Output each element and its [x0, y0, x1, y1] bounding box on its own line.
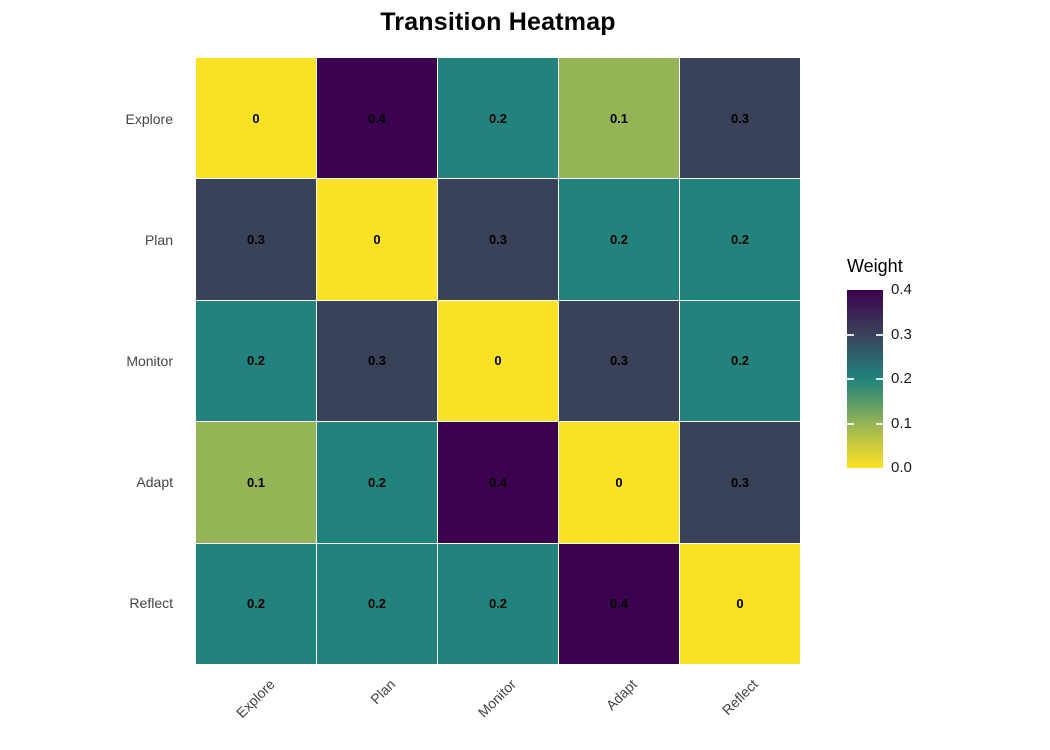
cell-value-label: 0.3 — [730, 110, 750, 126]
y-axis-label: Adapt — [136, 474, 173, 491]
heatmap-cell: 0.3 — [317, 300, 437, 422]
heatmap-cell: 0 — [680, 543, 800, 664]
heatmap-cell: 0.3 — [559, 300, 679, 422]
heatmap-cell: 0.2 — [559, 179, 679, 300]
x-axis-label: Explore — [232, 676, 278, 721]
cell-value-label: 0.2 — [246, 596, 266, 612]
x-axis-label: Adapt — [602, 676, 641, 714]
x-axis-label: Monitor — [474, 676, 520, 721]
legend-tick-label: 0.1 — [891, 414, 912, 432]
heatmap-cell: 0.4 — [438, 422, 558, 543]
cell-value-label: 0 — [373, 232, 381, 248]
x-axis-label: Reflect — [718, 676, 761, 719]
heatmap-cell: 0 — [317, 179, 437, 300]
cell-value-label: 0.3 — [488, 232, 508, 248]
cell-value-label: 0.2 — [730, 353, 750, 369]
heatmap-cell: 0.2 — [438, 543, 558, 664]
heatmap-cell: 0.2 — [196, 543, 316, 664]
chart-title: Transition Heatmap — [380, 8, 616, 36]
heatmap-cell: 0.1 — [559, 58, 679, 179]
cell-value-label: 0 — [736, 596, 744, 612]
legend-title: Weight — [847, 256, 903, 276]
x-axis-label: Plan — [367, 676, 399, 708]
heatmap-cell: 0.2 — [317, 422, 437, 543]
heatmap-cell: 0.2 — [438, 58, 558, 179]
heatmap-grid: 0 0.4 0.2 0.1 0.3 0.3 0 0.3 0.2 0.2 0.2 0.3 0 0.3 0.2 0… — [196, 58, 800, 664]
y-axis-label: Monitor — [126, 353, 173, 369]
cell-value-label: 0.2 — [367, 474, 387, 490]
cell-value-label: 0.1 — [246, 474, 266, 490]
cell-value-label: 0.1 — [609, 110, 629, 126]
cell-value-label: 0.2 — [730, 232, 750, 248]
heatmap-cell: 0.3 — [196, 179, 316, 300]
cell-value-label: 0.4 — [367, 110, 387, 126]
y-axis-label: Reflect — [129, 595, 173, 612]
heatmap-cell: 0.3 — [680, 422, 800, 543]
heatmap-cell: 0.2 — [680, 300, 800, 422]
cell-value-label: 0.3 — [609, 353, 629, 369]
heatmap-cell: 0.4 — [317, 58, 437, 179]
cell-value-label: 0.2 — [246, 353, 266, 369]
legend-tick-label: 0.4 — [891, 281, 912, 298]
heatmap-cell: 0.2 — [680, 179, 800, 300]
legend-tick-mark — [847, 333, 854, 336]
cell-value-label: 0.3 — [246, 232, 266, 248]
y-axis-label: Plan — [144, 231, 173, 248]
cell-value-label: 0 — [615, 474, 623, 490]
legend-tick-label: 0.3 — [891, 325, 912, 343]
cell-value-label: 0.2 — [609, 232, 629, 248]
legend-tick-mark — [876, 422, 883, 425]
cell-value-label: 0.4 — [488, 474, 508, 490]
y-axis-label: Explore — [125, 110, 173, 127]
cell-value-label: 0.2 — [488, 596, 508, 612]
legend-tick-mark — [876, 378, 883, 380]
heatmap-cell: 0.2 — [196, 300, 316, 422]
cell-value-label: 0 — [252, 110, 260, 126]
heatmap-cell: 0.2 — [317, 543, 437, 664]
cell-value-label: 0.2 — [488, 110, 508, 126]
legend-tick-mark — [847, 422, 854, 425]
heatmap-cell: 0.3 — [438, 179, 558, 300]
heatmap-cell: 0 — [196, 58, 316, 179]
cell-value-label: 0.3 — [730, 474, 750, 490]
cell-value-label: 0.2 — [367, 596, 387, 612]
legend-tick-label: 0.0 — [891, 459, 912, 476]
heatmap-cell: 0 — [438, 300, 558, 422]
legend-tick-mark — [847, 378, 854, 380]
cell-value-label: 0 — [494, 353, 502, 369]
legend-tick-mark — [876, 333, 883, 336]
heatmap-cell: 0.1 — [196, 422, 316, 543]
legend-tick-label: 0.2 — [891, 370, 912, 387]
cell-value-label: 0.3 — [367, 353, 387, 369]
cell-value-label: 0.4 — [609, 596, 629, 612]
heatmap-cell: 0.3 — [680, 58, 800, 179]
heatmap-cell: 0 — [559, 422, 679, 543]
heatmap-cell: 0.4 — [559, 543, 679, 664]
